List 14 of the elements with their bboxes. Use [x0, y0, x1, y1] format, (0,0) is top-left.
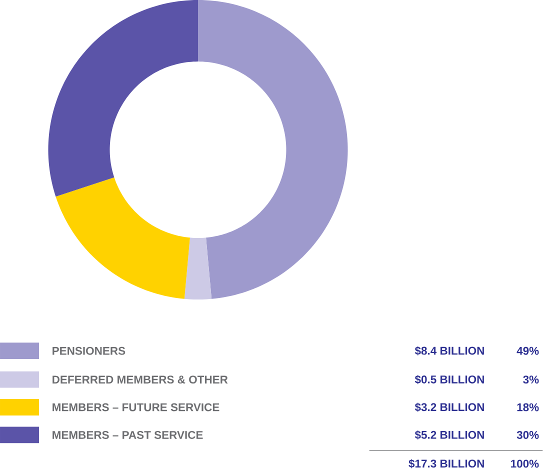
- text: 49%: [516, 347, 539, 355]
- data-label: $5.2 BILLION: [414, 430, 484, 440]
- text: 18%: [517, 403, 539, 412]
- legend-label: PENSIONERS: [52, 347, 126, 355]
- data-label: $3.2 BILLION: [414, 402, 484, 412]
- text: 30%: [516, 431, 539, 440]
- legend-label: MEMBERS – PAST SERVICE: [52, 431, 203, 440]
- text: 100%: [511, 460, 539, 468]
- legend-label: MEMBERS – FUTURE SERVICE: [52, 403, 220, 412]
- text: 3%: [523, 376, 539, 384]
- legend-label: DEFERRED MEMBERS & OTHER: [52, 376, 228, 384]
- data-label: $0.5 BILLION: [414, 375, 484, 384]
- data-label: $8.4 BILLION: [414, 346, 484, 356]
- text: $17.3 BILLION: [408, 459, 484, 468]
